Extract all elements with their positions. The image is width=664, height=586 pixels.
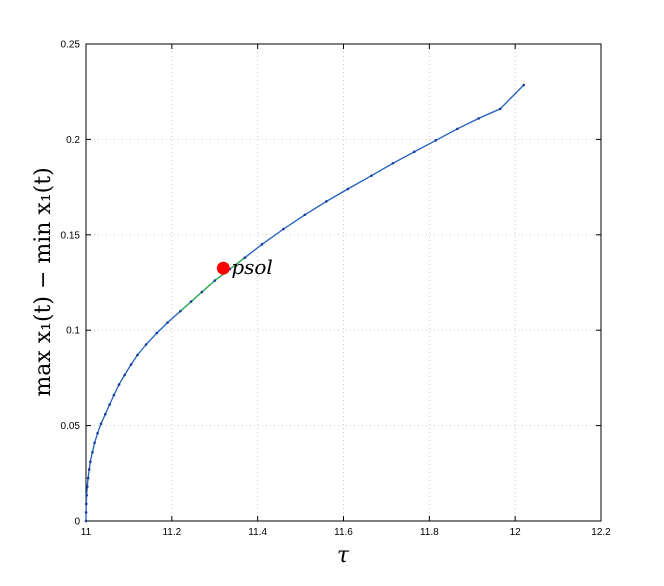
- data-point: [136, 353, 139, 357]
- data-point: [123, 373, 126, 377]
- y-tick-label: 0.25: [61, 40, 81, 51]
- x-axis-label: τ: [337, 543, 350, 568]
- y-axis-label: max x₁(t) − min x₁(t): [31, 167, 56, 396]
- data-point: [117, 383, 121, 386]
- data-point: [391, 161, 395, 165]
- data-point: [84, 511, 88, 514]
- x-tick-label: 11: [81, 527, 92, 538]
- data-point: [370, 174, 373, 177]
- data-point: [84, 519, 88, 523]
- data-point: [303, 213, 307, 217]
- data-point: [112, 393, 116, 397]
- data-point: [93, 441, 96, 445]
- data-point: [108, 403, 111, 406]
- data-point: [200, 290, 204, 294]
- data-point: [129, 363, 133, 366]
- data-point: [85, 485, 89, 488]
- data-point: [260, 243, 264, 246]
- psol-point: [216, 261, 230, 275]
- data-point: [155, 331, 159, 335]
- annotation-group: psol: [216, 255, 273, 279]
- series-group: [84, 83, 526, 523]
- x-tick-label: 11.8: [420, 527, 439, 538]
- y-tick-label: 0.2: [66, 135, 80, 146]
- data-point: [455, 127, 459, 131]
- data-point: [99, 422, 103, 425]
- x-tick-label: 11.2: [162, 527, 181, 538]
- x-tick-label: 11.6: [334, 527, 353, 538]
- y-tick-label: 0.05: [61, 421, 81, 432]
- tick-labels: 11 11.2 11.4 11.6 11.8 12 12.2 0 0.05 0.1 0.15 0.2 0…: [61, 40, 612, 539]
- plot-area: [86, 44, 601, 521]
- data-point: [434, 139, 438, 142]
- data-point: [104, 412, 107, 416]
- data-point: [87, 468, 91, 471]
- data-point: [522, 83, 526, 87]
- data-point: [144, 343, 148, 346]
- data-point: [346, 187, 350, 191]
- x-tick-label: 11.4: [248, 527, 267, 538]
- x-tick-label: 12: [510, 527, 522, 538]
- data-point: [96, 431, 99, 435]
- x-tick-label: 12.2: [591, 527, 611, 538]
- data-point: [179, 309, 182, 313]
- data-point: [213, 279, 217, 282]
- ticks: [85, 43, 602, 522]
- data-point: [85, 502, 88, 506]
- series-highlight-segment: [179, 257, 246, 312]
- data-point: [166, 321, 169, 324]
- data-point: [85, 493, 88, 497]
- data-point: [282, 227, 285, 231]
- y-tick-label: 0: [74, 517, 80, 528]
- data-point: [86, 476, 90, 480]
- data-point: [413, 150, 416, 154]
- y-tick-label: 0.1: [66, 326, 80, 337]
- psol-label: psol: [231, 255, 273, 279]
- data-point: [91, 451, 94, 454]
- data-point: [477, 117, 480, 120]
- data-point: [243, 256, 247, 259]
- data-point: [88, 460, 92, 464]
- y-tick-label: 0.15: [61, 230, 81, 241]
- data-point: [498, 107, 502, 111]
- data-point: [325, 200, 328, 203]
- data-point: [189, 300, 193, 303]
